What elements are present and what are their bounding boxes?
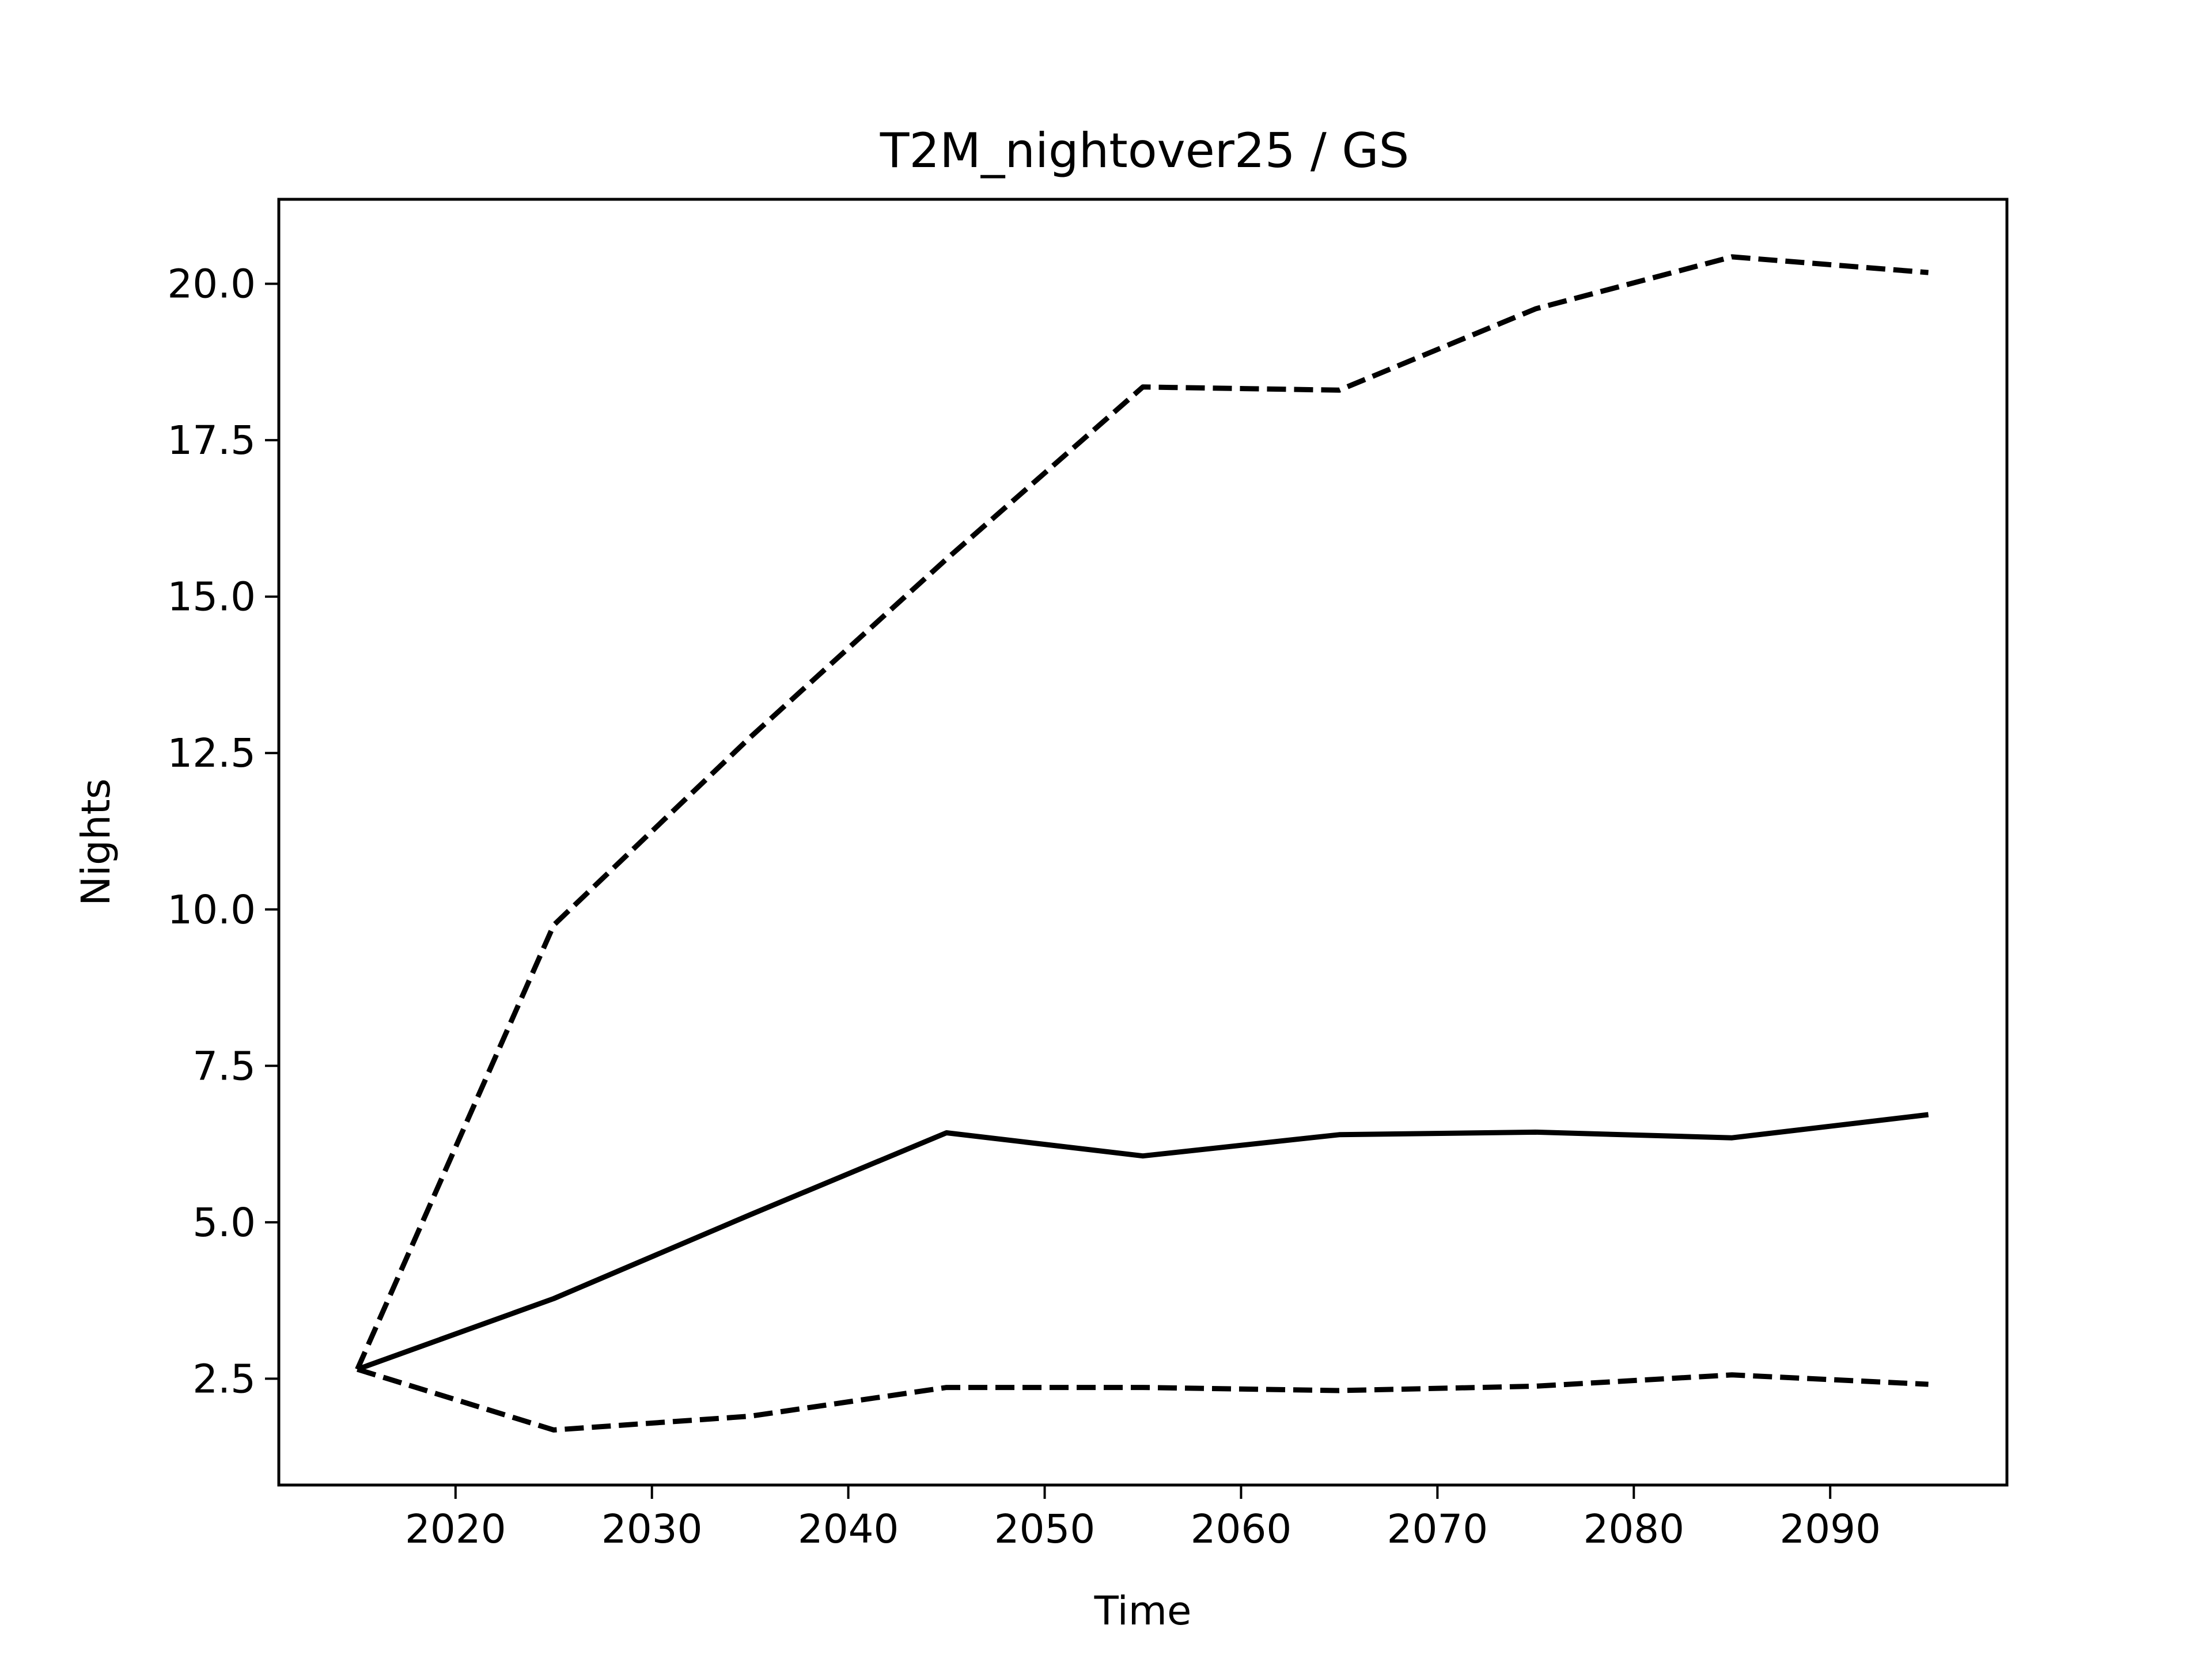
- plot-frame: [277, 198, 2009, 1487]
- x-axis-ticks: 2020 2030 2040 2050 2060 2070 2080 2090: [405, 1485, 1881, 1552]
- x-axis-title: Time: [1094, 1588, 1192, 1634]
- series-line-2: [355, 254, 1929, 1370]
- x-tick-label: 2080: [1583, 1506, 1684, 1552]
- series-line-3: [357, 1366, 1929, 1433]
- y-tick-label: 2.5: [192, 1356, 256, 1402]
- y-tick-label: 20.0: [167, 262, 256, 308]
- series-layer: [355, 254, 1929, 1433]
- x-tick-label: 2070: [1387, 1506, 1488, 1552]
- x-tick-label: 2090: [1779, 1506, 1881, 1552]
- y-tick-label: 17.5: [167, 418, 256, 464]
- x-tick-label: 2050: [994, 1506, 1096, 1552]
- chart-title: T2M_nightover25 / GS: [880, 123, 1410, 179]
- series-line-1: [356, 1112, 1929, 1372]
- y-tick-label: 10.0: [167, 887, 256, 933]
- y-axis-title: Nights: [73, 778, 119, 906]
- x-tick-label: 2040: [798, 1506, 899, 1552]
- y-tick-label: 7.5: [192, 1043, 256, 1089]
- y-tick-label: 5.0: [192, 1200, 256, 1246]
- y-tick-label: 12.5: [167, 730, 256, 777]
- x-tick-label: 2030: [601, 1506, 703, 1552]
- x-tick-label: 2060: [1191, 1506, 1292, 1552]
- y-axis-ticks: 2.5 5.0 7.5 10.0 12.5 15.0 17.5 20.0: [167, 262, 279, 1402]
- y-tick-label: 15.0: [167, 574, 256, 620]
- x-tick-label: 2020: [405, 1506, 506, 1552]
